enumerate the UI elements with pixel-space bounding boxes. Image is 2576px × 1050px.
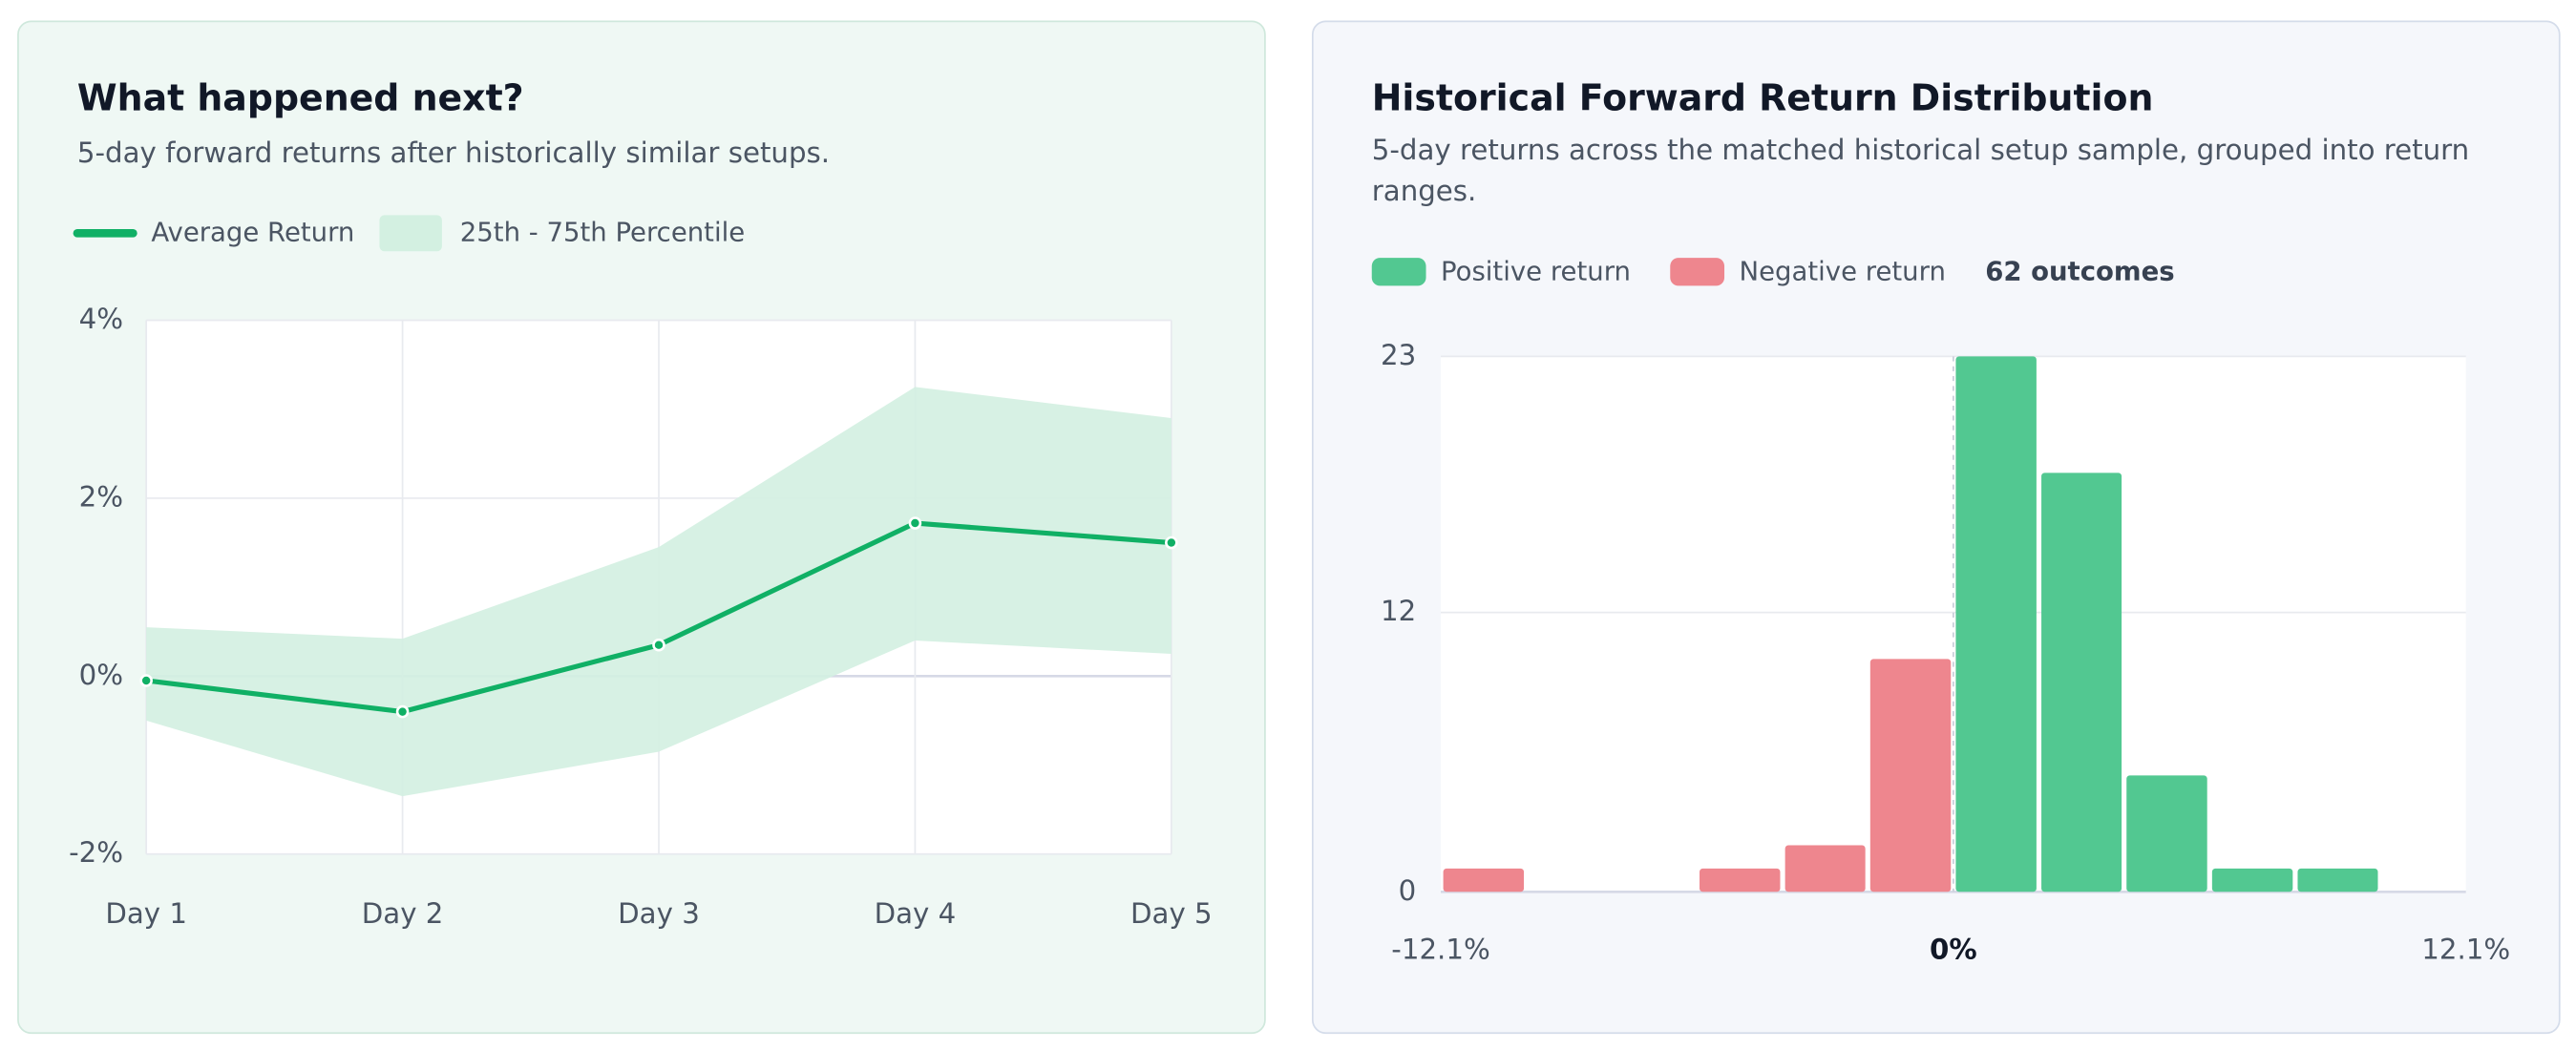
legend-label: 25th - 75th Percentile — [460, 217, 745, 247]
chart-title: Historical Forward Return Distribution — [1372, 76, 2154, 118]
legend-label: Positive return — [1441, 257, 1631, 287]
point — [908, 516, 922, 530]
x-tick-label: Day 1 — [105, 897, 187, 930]
y-tick-label: -2% — [69, 836, 123, 869]
bar — [1700, 868, 1781, 892]
y-tick-label: 0% — [79, 659, 123, 691]
x-tick-label: 0% — [1930, 934, 1977, 966]
x-tick-label: Day 2 — [362, 897, 444, 930]
bar — [1955, 356, 2037, 892]
x-tick-label: Day 3 — [618, 897, 700, 930]
y-tick-label: 0 — [1399, 874, 1417, 907]
point — [1165, 536, 1178, 550]
x-tick-label: Day 5 — [1130, 897, 1213, 930]
y-tick-label: 4% — [79, 303, 123, 335]
legend-swatch — [1371, 258, 1426, 286]
point — [139, 674, 153, 687]
bar — [1443, 868, 1525, 892]
y-tick-label: 12 — [1381, 595, 1416, 627]
chart-subtitle: 5-day forward returns after historically… — [77, 136, 830, 169]
legend-swatch — [1670, 258, 1725, 286]
x-tick-label: -12.1% — [1391, 934, 1489, 966]
legend-label: Average Return — [151, 217, 354, 247]
y-tick-label: 23 — [1381, 339, 1416, 371]
bar — [2041, 472, 2122, 892]
legend-label: Negative return — [1740, 257, 1946, 287]
bar — [1869, 659, 1952, 892]
percentile-band — [146, 387, 1172, 797]
bar — [2126, 775, 2207, 892]
legend-swatch — [379, 215, 442, 252]
bar — [2211, 868, 2293, 892]
chart-subtitle: 5-day returns across the matched histori… — [1371, 135, 2470, 209]
x-tick-label: Day 4 — [875, 897, 957, 930]
point — [652, 638, 665, 652]
outcome-count: 62 outcomes — [1985, 257, 2174, 287]
chart-title: What happened next? — [77, 76, 524, 118]
y-tick-label: 2% — [79, 480, 123, 513]
bar — [2297, 868, 2378, 892]
point — [395, 704, 410, 719]
subtitle-box: 5-day returns across the matched histori… — [1371, 135, 2470, 209]
bar — [1784, 845, 1866, 892]
x-tick-label: 12.1% — [2421, 934, 2510, 966]
